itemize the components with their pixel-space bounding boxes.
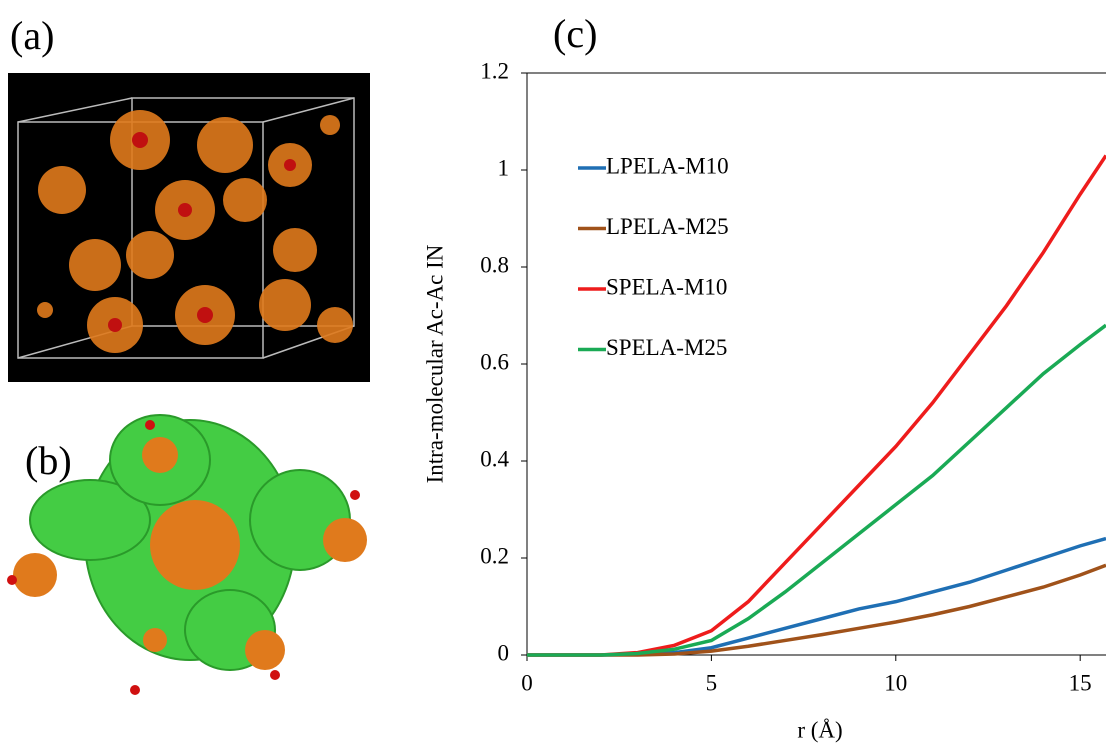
x-tick-label: 5 [706, 670, 718, 695]
series-line [527, 563, 1106, 657]
legend-label: SPELA-M10 [606, 274, 727, 299]
series-line [527, 536, 1106, 657]
molecule-image [7, 414, 367, 695]
legend-label: LPELA-M10 [606, 153, 729, 178]
panel-label: (a) [10, 13, 54, 58]
y-tick-label: 0 [498, 640, 510, 665]
legend-label: SPELA-M25 [606, 335, 727, 360]
y-tick-label: 1 [498, 155, 510, 180]
y-tick-label: 0.8 [480, 252, 509, 277]
simulation-box-image [8, 73, 370, 382]
legend-label: LPELA-M25 [606, 214, 729, 239]
y-axis-label: Intra-molecular Ac-Ac IN [422, 244, 447, 483]
y-tick-label: 0.2 [480, 543, 509, 568]
x-axis-label: r (Å) [797, 717, 842, 742]
x-tick-label: 15 [1069, 670, 1092, 695]
panel-label: (c) [553, 11, 597, 56]
x-tick-label: 0 [521, 670, 533, 695]
x-tick-label: 10 [884, 670, 907, 695]
y-tick-label: 0.4 [480, 446, 509, 471]
y-tick-label: 1.2 [480, 58, 509, 83]
series-line [527, 323, 1106, 657]
y-tick-label: 0.6 [480, 349, 509, 374]
panel-label: (b) [25, 438, 72, 483]
